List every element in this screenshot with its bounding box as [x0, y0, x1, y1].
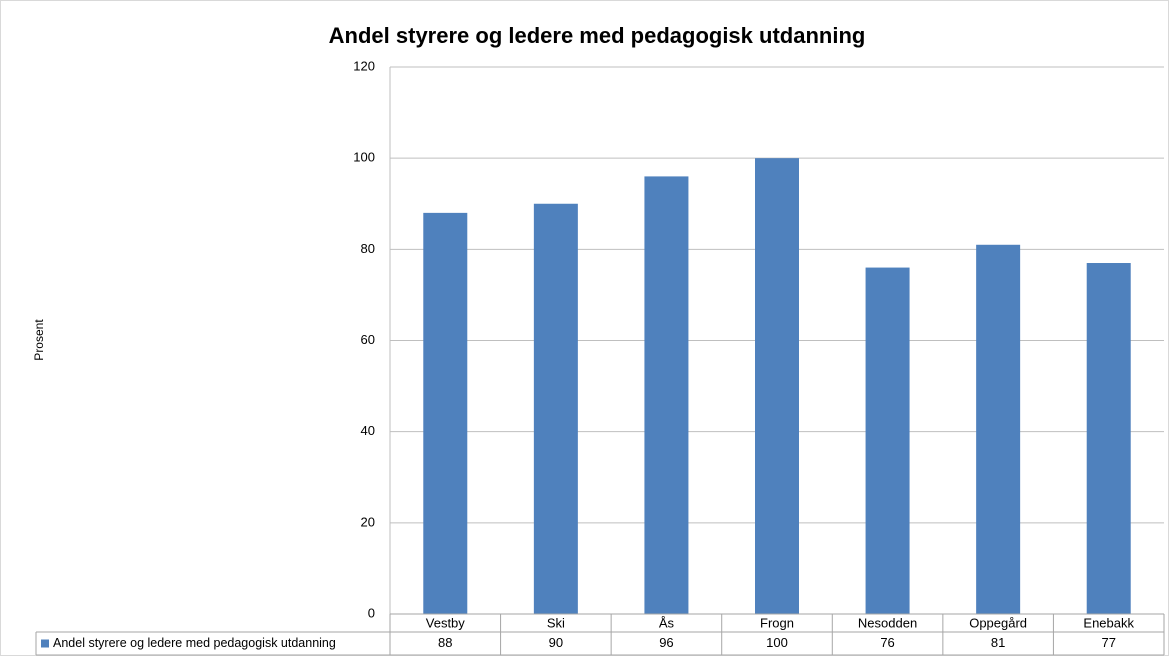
y-tick-label: 40	[361, 423, 375, 438]
bar	[755, 158, 799, 614]
y-tick-label: 0	[368, 605, 375, 620]
bar	[976, 244, 1021, 614]
table-value: 96	[659, 635, 673, 650]
table-value: 88	[438, 635, 452, 650]
y-tick-label: 60	[361, 332, 375, 347]
x-tick-label: Ski	[547, 615, 565, 630]
table-value: 90	[549, 635, 563, 650]
table-value: 77	[1101, 635, 1115, 650]
x-tick-label: Frogn	[760, 615, 794, 630]
legend-key	[41, 639, 49, 648]
bar	[533, 203, 578, 614]
bar	[423, 212, 468, 614]
x-tick-label: Nesodden	[858, 615, 917, 630]
table-value: 81	[991, 635, 1005, 650]
x-tick-label: Enebakk	[1083, 615, 1134, 630]
x-tick-label: Oppegård	[969, 615, 1027, 630]
bar	[865, 267, 910, 614]
x-tick-label: Vestby	[426, 615, 466, 630]
table-value: 100	[766, 635, 788, 650]
x-tick-label: Ås	[659, 615, 675, 630]
legend-label: Andel styrere og ledere med pedagogisk u…	[53, 636, 336, 650]
y-tick-label: 120	[353, 58, 375, 73]
y-tick-label: 80	[361, 241, 375, 256]
bar	[1086, 263, 1131, 614]
y-tick-label: 100	[353, 150, 375, 165]
table-value: 76	[880, 635, 894, 650]
y-axis-label: Prosent	[32, 319, 46, 361]
chart-title: Andel styrere og ledere med pedagogisk u…	[329, 23, 866, 48]
bar	[644, 176, 689, 614]
y-tick-label: 20	[361, 514, 375, 529]
